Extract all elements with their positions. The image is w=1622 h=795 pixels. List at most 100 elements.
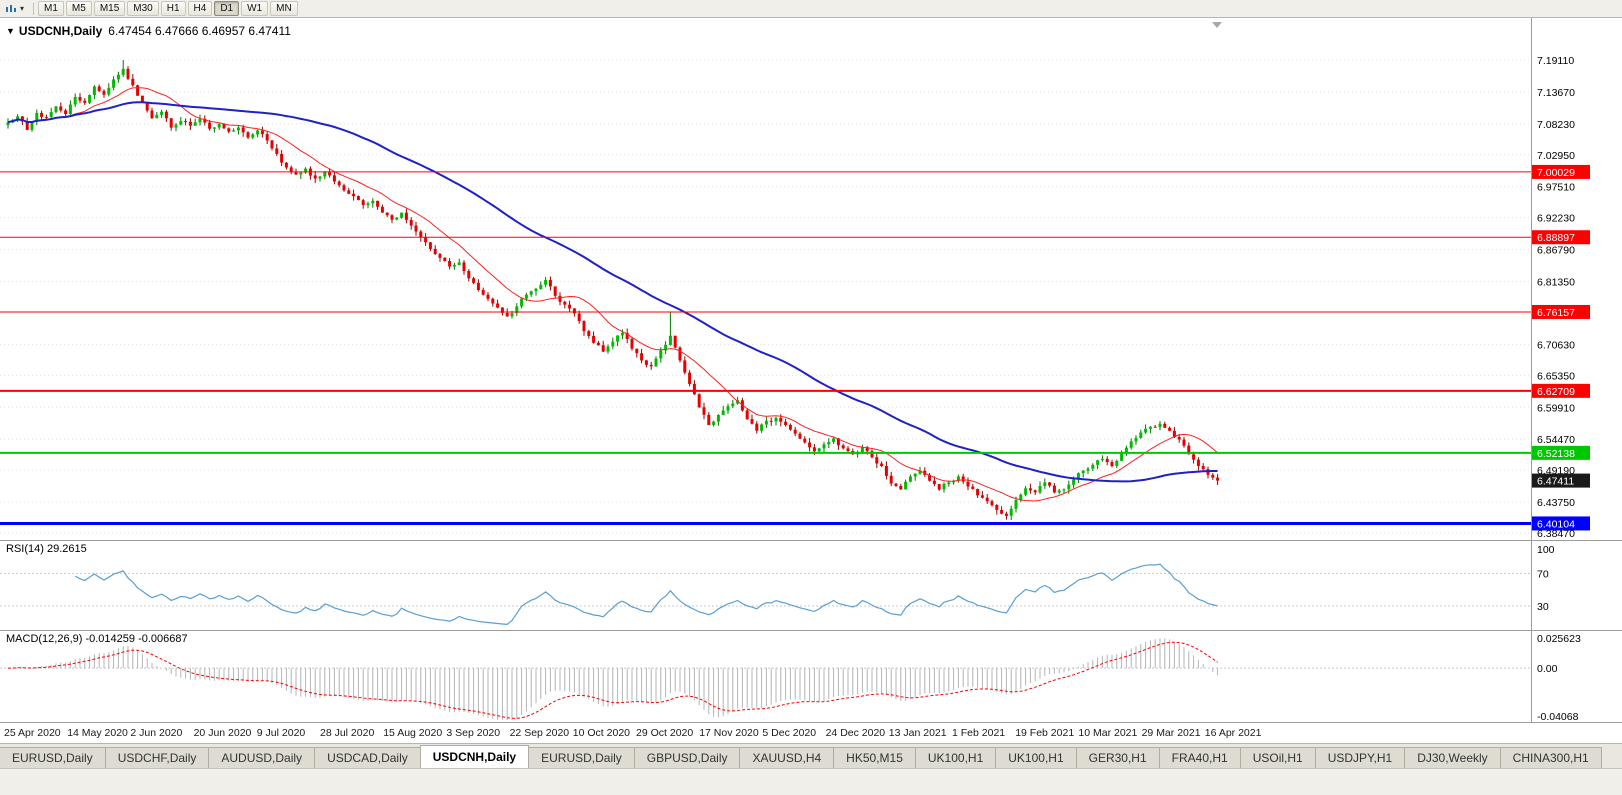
timeframe-button-m5[interactable]: M5 <box>65 1 92 16</box>
price-tick-label: 7.08230 <box>1537 119 1575 131</box>
chart-tab-audusd-daily[interactable]: AUDUSD,Daily <box>208 747 316 768</box>
price-tick-label: 6.43750 <box>1537 497 1575 509</box>
chart-shift-marker-icon[interactable] <box>1212 22 1222 28</box>
hline-price-tag-label: 6.88897 <box>1537 232 1575 244</box>
date-label: 14 May 2020 <box>67 727 128 739</box>
chart-tab-dj30-weekly[interactable]: DJ30,Weekly <box>1404 747 1501 768</box>
hline-price-tag-label: 6.52138 <box>1537 448 1575 460</box>
date-label: 1 Feb 2021 <box>952 727 1006 739</box>
date-label: 22 Sep 2020 <box>509 727 570 739</box>
date-label: 9 Jul 2020 <box>256 727 306 739</box>
chart-canvas[interactable] <box>0 18 1531 723</box>
date-label: 19 Feb 2021 <box>1015 727 1075 739</box>
hline-price-tag-label: 6.76157 <box>1537 307 1575 319</box>
price-tick-label: 6.81350 <box>1537 277 1575 289</box>
timeframe-button-m30[interactable]: M30 <box>127 1 159 16</box>
price-tick-label: 6.97510 <box>1537 182 1575 194</box>
chart-symbol-label: USDCNH,Daily <box>18 24 103 38</box>
chart-tab-hk50-m15[interactable]: HK50,M15 <box>833 747 916 768</box>
chart-tab-usdcad-daily[interactable]: USDCAD,Daily <box>314 747 421 768</box>
chart-tab-ger30-h1[interactable]: GER30,H1 <box>1075 747 1160 768</box>
macd-tick-label: 0.025623 <box>1537 633 1581 645</box>
chart-tab-uk100-h1[interactable]: UK100,H1 <box>995 747 1077 768</box>
timeframe-button-m1[interactable]: M1 <box>38 1 64 16</box>
panel-divider-bottom <box>0 722 1622 723</box>
chart-tab-gbpusd-daily[interactable]: GBPUSD,Daily <box>633 747 741 768</box>
date-label: 5 Dec 2020 <box>762 727 817 739</box>
timeframe-button-mn[interactable]: MN <box>270 1 298 16</box>
slow-ma-line <box>7 101 1218 483</box>
chart-tabs-bar: EURUSD,Daily USDCHF,Daily AUDUSD,Daily USDC… <box>0 743 1622 768</box>
chart-tab-uk100-h1[interactable]: UK100,H1 <box>914 747 997 768</box>
price-tick-label: 6.54470 <box>1537 434 1575 446</box>
chart-tab-eurusd-daily[interactable]: EURUSD,Daily <box>528 747 635 768</box>
chart-tab-usdcnh-daily[interactable]: USDCNH,Daily <box>419 745 530 768</box>
mini-chart-icon <box>6 4 16 12</box>
timeframe-button-w1[interactable]: W1 <box>241 1 269 16</box>
date-label: 20 Jun 2020 <box>193 727 252 739</box>
candles <box>6 60 1220 520</box>
chart-tab-usdjpy-h1[interactable]: USDJPY,H1 <box>1314 747 1406 768</box>
price-tick-label: 6.59910 <box>1537 402 1575 414</box>
date-label: 2 Jun 2020 <box>130 727 183 739</box>
macd-histogram <box>12 638 1219 720</box>
toolbar-separator <box>33 2 35 15</box>
date-label: 10 Oct 2020 <box>572 727 631 739</box>
hline-price-tag <box>1532 516 1590 531</box>
chart-tab-china300-h1[interactable]: CHINA300,H1 <box>1499 747 1602 768</box>
fast-ma-line <box>7 87 1218 502</box>
time-axis[interactable]: 25 Apr 2020 14 May 2020 2 Jun 2020 20 Jun 2… <box>0 723 1622 743</box>
date-label: 25 Apr 2020 <box>4 727 61 739</box>
chart-ohlc-values: 6.47454 6.47666 6.46957 6.47411 <box>108 24 291 38</box>
dropdown-caret-icon: ▾ <box>20 4 25 13</box>
date-label: 15 Aug 2020 <box>383 727 443 739</box>
date-label: 29 Mar 2021 <box>1141 727 1201 739</box>
chart-tab-usoil-h1[interactable]: USOil,H1 <box>1239 747 1316 768</box>
panel-divider-macd[interactable] <box>0 630 1622 631</box>
date-label: 16 Apr 2021 <box>1204 727 1262 739</box>
hline-price-tag <box>1532 383 1590 398</box>
price-tick-label: 6.92230 <box>1537 213 1575 225</box>
chart-svg: 7.00029 6.88897 6.76157 6.62709 6.52138 6.401… <box>0 22 1590 723</box>
price-axis[interactable] <box>1531 18 1622 723</box>
hline-price-tag-label: 6.40104 <box>1537 518 1575 530</box>
hline-price-tag <box>1532 164 1590 179</box>
timeframe-button-m15[interactable]: M15 <box>93 1 126 16</box>
current-price-label: 6.47411 <box>1537 476 1574 488</box>
hline-price-tag <box>1532 445 1590 460</box>
status-bar <box>0 768 1622 795</box>
chart-tab-fra40-h1[interactable]: FRA40,H1 <box>1158 747 1241 768</box>
price-axis-separator <box>1531 18 1532 723</box>
date-label: 24 Dec 2020 <box>825 727 886 739</box>
timeframe-button-d1[interactable]: D1 <box>214 1 240 16</box>
hline-price-tag <box>1532 230 1590 245</box>
hline-price-tag <box>1532 304 1590 319</box>
chart-collapse-icon[interactable]: ▼ <box>6 26 15 36</box>
price-tick-label: 7.13670 <box>1537 87 1575 99</box>
rsi-line <box>74 563 1218 626</box>
rsi-tick-label: 70 <box>1537 568 1549 580</box>
chart-tab-xauusd-h4[interactable]: XAUUSD,H4 <box>739 747 835 768</box>
chart-tab-eurusd-daily[interactable]: EURUSD,Daily <box>0 747 106 768</box>
rsi-tick-label: 100 <box>1537 544 1555 556</box>
timeframe-toolbar: ▾ M1 M5 M15 M30 H1 H4 D1 W1 MN <box>0 0 1622 18</box>
panel-divider-rsi[interactable] <box>0 540 1622 541</box>
rsi-tick-label: 30 <box>1537 601 1549 613</box>
hline-price-tag-label: 6.62709 <box>1537 386 1575 398</box>
rsi-indicator-label: RSI(14) 29.2615 <box>6 543 87 555</box>
macd-tick-label: -0.04068 <box>1537 711 1579 723</box>
macd-indicator-label: MACD(12,26,9) -0.014259 -0.006687 <box>6 633 188 645</box>
chart-tab-usdchf-daily[interactable]: USDCHF,Daily <box>104 747 210 768</box>
timeframe-button-h4[interactable]: H4 <box>187 1 213 16</box>
price-tick-label: 6.70630 <box>1537 339 1575 351</box>
date-label: 17 Nov 2020 <box>699 727 759 739</box>
price-tick-label: 7.02950 <box>1537 150 1575 162</box>
price-tick-label: 6.65350 <box>1537 370 1575 382</box>
date-label: 28 Jul 2020 <box>320 727 375 739</box>
price-tick-label: 7.19110 <box>1537 55 1574 67</box>
timeframe-button-h1[interactable]: H1 <box>160 1 186 16</box>
macd-tick-label: 0.00 <box>1537 663 1558 675</box>
date-label: 10 Mar 2021 <box>1078 727 1138 739</box>
chart-type-icon[interactable]: ▾ <box>2 1 27 17</box>
